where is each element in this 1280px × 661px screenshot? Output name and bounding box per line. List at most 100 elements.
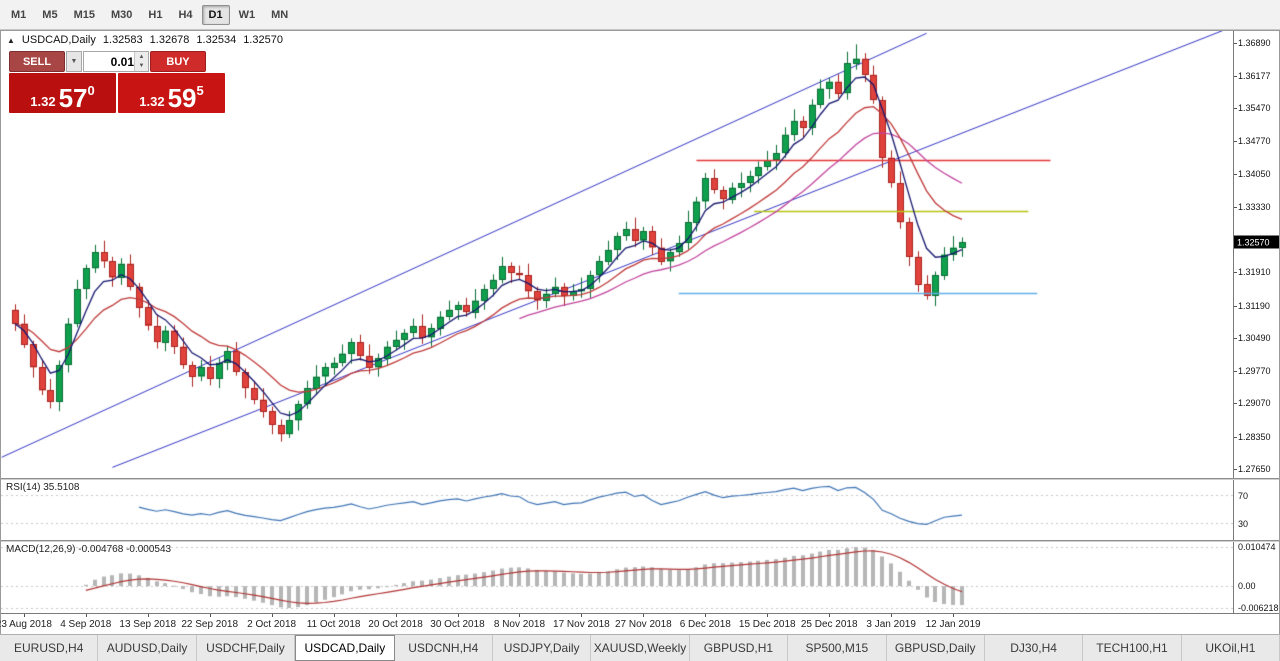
- chart-tab-XAUUSD-Weekly[interactable]: XAUUSD,Weekly: [591, 635, 690, 661]
- rsi-pane: RSI(14) 35.5108 70 30: [1, 480, 1279, 540]
- timeframe-button-H4[interactable]: H4: [178, 8, 193, 21]
- time-axis-label: 15 Dec 2018: [738, 619, 796, 630]
- chart-tab-TECH100-H1[interactable]: TECH100,H1: [1083, 635, 1182, 661]
- volume-decrease-button[interactable]: ▼: [135, 61, 148, 71]
- buy-button[interactable]: BUY: [150, 51, 206, 72]
- time-axis-tick: [829, 614, 831, 617]
- time-axis[interactable]: 23 Aug 2018 4 Sep 2018 13 Sep 2018 22 Sep 2…: [0, 613, 1279, 635]
- timeframe-button-H1[interactable]: H1: [148, 8, 163, 21]
- chart-tab-USDCNH-H4[interactable]: USDCNH,H4: [395, 635, 493, 661]
- time-axis-label: 12 Jan 2019: [925, 619, 981, 630]
- chart-tab-DJ30-H4[interactable]: DJ30,H4: [985, 635, 1084, 661]
- scale-tick: [1234, 337, 1237, 339]
- sell-button[interactable]: SELL: [9, 51, 65, 72]
- scale-tick: [1234, 42, 1237, 44]
- time-axis-tick: [953, 614, 955, 617]
- time-axis-tick: [643, 614, 645, 617]
- timeframe-button-M5[interactable]: M5: [42, 8, 58, 21]
- scale-tick: [1234, 140, 1237, 142]
- sell-price-display[interactable]: 1.32 57 0: [9, 73, 116, 113]
- time-axis-label: 8 Nov 2018: [493, 619, 546, 630]
- price-scale-label: 1.29070: [1238, 398, 1271, 409]
- chart-tab-GBPUSD-H1[interactable]: GBPUSD,H1: [690, 635, 789, 661]
- macd-scale[interactable]: 0.010474 0.00 -0.006218: [1233, 542, 1279, 613]
- rsi-chart-canvas[interactable]: [1, 480, 1233, 540]
- volume-input[interactable]: [84, 52, 136, 71]
- chart-header: ▲ USDCAD,Daily 1.32583 1.32678 1.32534 1…: [7, 34, 283, 46]
- macd-scale-label: 0.010474: [1238, 542, 1276, 552]
- time-axis-label: 2 Oct 2018: [247, 619, 297, 630]
- sell-price-big: 57: [58, 82, 88, 113]
- current-price-tag: 1.32570: [1234, 235, 1279, 249]
- time-axis-tick: [85, 614, 87, 617]
- chart-symbol-label: USDCAD,Daily: [21, 34, 96, 46]
- macd-pane: MACD(12,26,9) -0.004768 -0.000543 0.0104…: [1, 542, 1279, 613]
- time-axis-tick: [395, 614, 397, 617]
- price-scale-label: 1.34770: [1238, 135, 1271, 146]
- timeframe-button-D1[interactable]: D1: [201, 4, 230, 25]
- timeframe-button-M15[interactable]: M15: [73, 8, 95, 21]
- buy-price-big: 59: [167, 82, 197, 113]
- timeframe-button-MN[interactable]: MN: [271, 8, 289, 21]
- time-axis-label: 6 Dec 2018: [679, 619, 731, 630]
- one-click-trading-panel: SELL ▼ ▲ ▼ BUY 1.32 57 0: [9, 51, 225, 113]
- timeframe-toolbar: M1 M5 M15 M30 H1 H4 D1 W1 MN: [0, 0, 1280, 30]
- chart-close-value: 1.32570: [243, 34, 283, 46]
- current-price-value: 1.32570: [1237, 237, 1270, 248]
- up-arrow-icon: ▲: [7, 35, 15, 45]
- price-scale-label: 1.30490: [1238, 332, 1271, 343]
- sell-price-sup: 0: [87, 83, 95, 98]
- price-scale-label: 1.31910: [1238, 267, 1271, 278]
- price-scale-label: 1.34050: [1238, 168, 1271, 179]
- buy-price-head: 1.32: [139, 93, 165, 109]
- scale-tick: [1234, 305, 1237, 307]
- volume-increase-button[interactable]: ▲: [135, 52, 148, 62]
- rsi-indicator-label: RSI(14) 35.5108: [6, 482, 80, 493]
- time-axis-tick: [519, 614, 521, 617]
- timeframe-button-W1[interactable]: W1: [238, 8, 256, 21]
- rsi-level-label: 30: [1238, 518, 1249, 529]
- scale-tick: [1234, 403, 1237, 405]
- chart-tab-SP500-M15[interactable]: SP500,M15: [788, 635, 887, 661]
- chevron-down-icon: ▼: [70, 58, 78, 65]
- pane-splitter[interactable]: [1, 540, 1279, 542]
- time-axis-label: 23 Aug 2018: [0, 619, 52, 630]
- scale-tick: [1234, 75, 1237, 77]
- time-axis-tick: [271, 614, 273, 617]
- chart-high-value: 1.32678: [149, 34, 190, 46]
- time-axis-tick: [333, 614, 335, 617]
- chart-tab-USDCHF-Daily[interactable]: USDCHF,Daily: [197, 635, 296, 661]
- chart-tab-EURUSD-H4[interactable]: EURUSD,H4: [0, 635, 99, 661]
- time-axis-tick: [581, 614, 583, 617]
- rsi-scale[interactable]: 70 30: [1233, 480, 1279, 540]
- chart-tab-GBPUSD-Daily[interactable]: GBPUSD,Daily: [887, 635, 985, 661]
- time-axis-tick: [891, 614, 893, 617]
- price-scale-label: 1.36890: [1238, 37, 1271, 48]
- time-axis-label: 13 Sep 2018: [119, 619, 177, 630]
- price-scale-label: 1.36177: [1238, 70, 1271, 81]
- timeframe-button-M1[interactable]: M1: [11, 8, 27, 21]
- chart-tab-USDJPY-Daily[interactable]: USDJPY,Daily: [493, 635, 592, 661]
- time-axis-label: 22 Sep 2018: [181, 619, 239, 630]
- price-scale-label: 1.27650: [1238, 463, 1271, 474]
- time-axis-label: 25 Dec 2018: [800, 619, 858, 630]
- volume-dropdown-button[interactable]: ▼: [66, 51, 82, 72]
- chart-tabs-bar: EURUSD,H4 AUDUSD,Daily USDCHF,Daily USDCAD,…: [0, 634, 1280, 661]
- price-scale-label: 1.35470: [1238, 103, 1271, 114]
- volume-field: ▲ ▼: [83, 51, 149, 72]
- buy-price-display[interactable]: 1.32 59 5: [118, 73, 225, 113]
- scale-tick: [1234, 108, 1237, 110]
- price-scale[interactable]: 1.32570 1.36890 1.36177 1.35470 1.34770 1.34…: [1233, 31, 1279, 478]
- time-axis-label: 30 Oct 2018: [430, 619, 485, 630]
- scale-tick: [1234, 468, 1237, 470]
- chart-tab-USDCAD-Daily[interactable]: USDCAD,Daily: [295, 635, 395, 661]
- timeframe-button-M30[interactable]: M30: [110, 8, 133, 21]
- time-axis-label: 17 Nov 2018: [553, 619, 610, 630]
- time-axis-label: 4 Sep 2018: [60, 619, 112, 630]
- pane-splitter[interactable]: [1, 478, 1279, 480]
- chart-tab-UKOil-H1[interactable]: UKOil,H1: [1182, 635, 1280, 661]
- macd-chart-canvas[interactable]: [1, 542, 1233, 613]
- time-axis-label: 11 Oct 2018: [306, 619, 361, 630]
- chart-tab-AUDUSD-Daily[interactable]: AUDUSD,Daily: [98, 635, 197, 661]
- time-axis-label: 27 Nov 2018: [614, 619, 672, 630]
